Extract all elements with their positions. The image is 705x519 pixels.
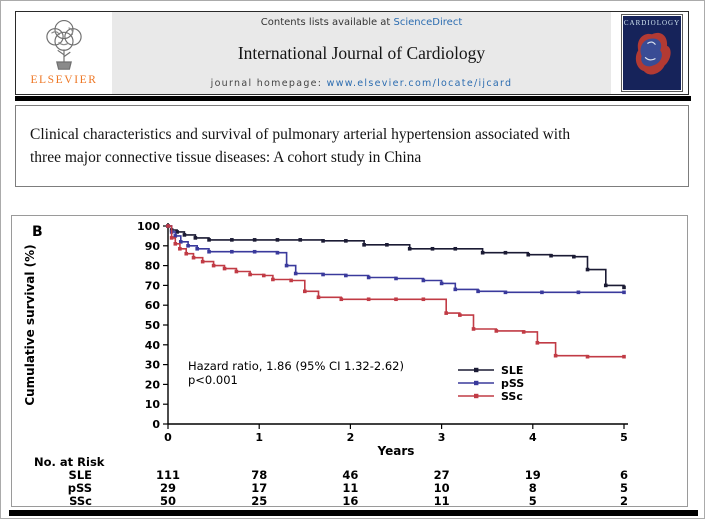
svg-text:Years: Years	[377, 444, 415, 458]
svg-text:46: 46	[342, 468, 358, 482]
homepage-line: journal homepage: www.elsevier.com/locat…	[116, 78, 607, 89]
cover-heart-image	[635, 32, 671, 75]
homepage-prefix: journal homepage:	[210, 78, 327, 89]
svg-text:2: 2	[347, 431, 355, 444]
svg-text:5: 5	[620, 481, 628, 495]
svg-text:SLE: SLE	[69, 468, 93, 482]
svg-text:10: 10	[434, 481, 450, 495]
svg-text:29: 29	[160, 481, 176, 495]
svg-text:50: 50	[160, 494, 176, 506]
svg-text:19: 19	[525, 468, 541, 482]
svg-text:4: 4	[529, 431, 537, 444]
svg-text:78: 78	[251, 468, 267, 482]
svg-text:pSS: pSS	[68, 481, 92, 495]
svg-text:25: 25	[251, 494, 267, 506]
svg-text:No. at Risk: No. at Risk	[34, 455, 105, 469]
svg-text:80: 80	[145, 260, 161, 273]
elsevier-tree-icon	[46, 20, 82, 70]
svg-text:5: 5	[620, 431, 628, 444]
svg-text:60: 60	[145, 299, 161, 312]
article-title: Clinical characteristics and survival of…	[30, 125, 571, 166]
elsevier-logo: ELSEVIER	[16, 12, 112, 94]
contents-line: Contents lists available at ScienceDirec…	[116, 17, 607, 28]
svg-text:11: 11	[342, 481, 358, 495]
svg-text:Cumulative survival (%): Cumulative survival (%)	[23, 244, 37, 405]
svg-text:16: 16	[342, 494, 358, 506]
journal-title: International Journal of Cardiology	[237, 42, 486, 63]
svg-text:p<0.001: p<0.001	[188, 373, 238, 387]
svg-text:0: 0	[164, 431, 172, 444]
cover-column: CARDIOLOGY	[616, 12, 688, 94]
svg-text:40: 40	[145, 339, 161, 352]
svg-text:Hazard ratio, 1.86 (95% CI 1.3: Hazard ratio, 1.86 (95% CI 1.32-2.62)	[188, 359, 404, 373]
elsevier-wordmark: ELSEVIER	[30, 74, 98, 86]
cover-title: CARDIOLOGY	[623, 19, 681, 27]
contents-line-prefix: Contents lists available at	[260, 17, 394, 28]
svg-text:5: 5	[529, 494, 537, 506]
header-divider-bar	[15, 96, 691, 101]
header-center: Contents lists available at ScienceDirec…	[112, 12, 611, 94]
panel-label: B	[32, 224, 43, 240]
svg-text:90: 90	[145, 240, 161, 253]
svg-text:8: 8	[529, 481, 537, 495]
svg-text:30: 30	[145, 359, 161, 372]
svg-text:100: 100	[137, 220, 160, 233]
svg-text:11: 11	[434, 494, 450, 506]
svg-text:111: 111	[156, 468, 180, 482]
journal-header: ELSEVIER Contents lists available at Sci…	[15, 11, 689, 95]
figure-panel-b: B 0 10 20 30 40 50 60 70 80 90 100 0 1 2 3 4 5 Years Cumul…	[11, 215, 688, 507]
journal-homepage-link[interactable]: www.elsevier.com/locate/ijcard	[326, 78, 513, 89]
svg-text:17: 17	[251, 481, 267, 495]
svg-text:SLE: SLE	[501, 364, 523, 377]
svg-text:10: 10	[145, 398, 161, 411]
svg-text:1: 1	[255, 431, 263, 444]
svg-text:SSc: SSc	[69, 494, 92, 506]
svg-text:50: 50	[145, 319, 161, 332]
svg-text:SSc: SSc	[501, 390, 523, 403]
survival-chart: 0 10 20 30 40 50 60 70 80 90 100 0 1 2 3 4 5 Years Cumulat…	[23, 220, 628, 506]
svg-text:70: 70	[145, 279, 161, 292]
svg-text:pSS: pSS	[501, 377, 524, 390]
svg-text:27: 27	[434, 468, 450, 482]
sciencedirect-link[interactable]: ScienceDirect	[393, 17, 463, 28]
article-title-box: Clinical characteristics and survival of…	[15, 105, 689, 187]
journal-cover-thumbnail: CARDIOLOGY	[621, 14, 683, 92]
svg-text:20: 20	[145, 378, 161, 391]
svg-text:6: 6	[620, 468, 628, 482]
svg-text:3: 3	[438, 431, 446, 444]
bottom-bar	[9, 510, 698, 516]
svg-text:2: 2	[620, 494, 628, 506]
svg-text:0: 0	[152, 418, 160, 431]
